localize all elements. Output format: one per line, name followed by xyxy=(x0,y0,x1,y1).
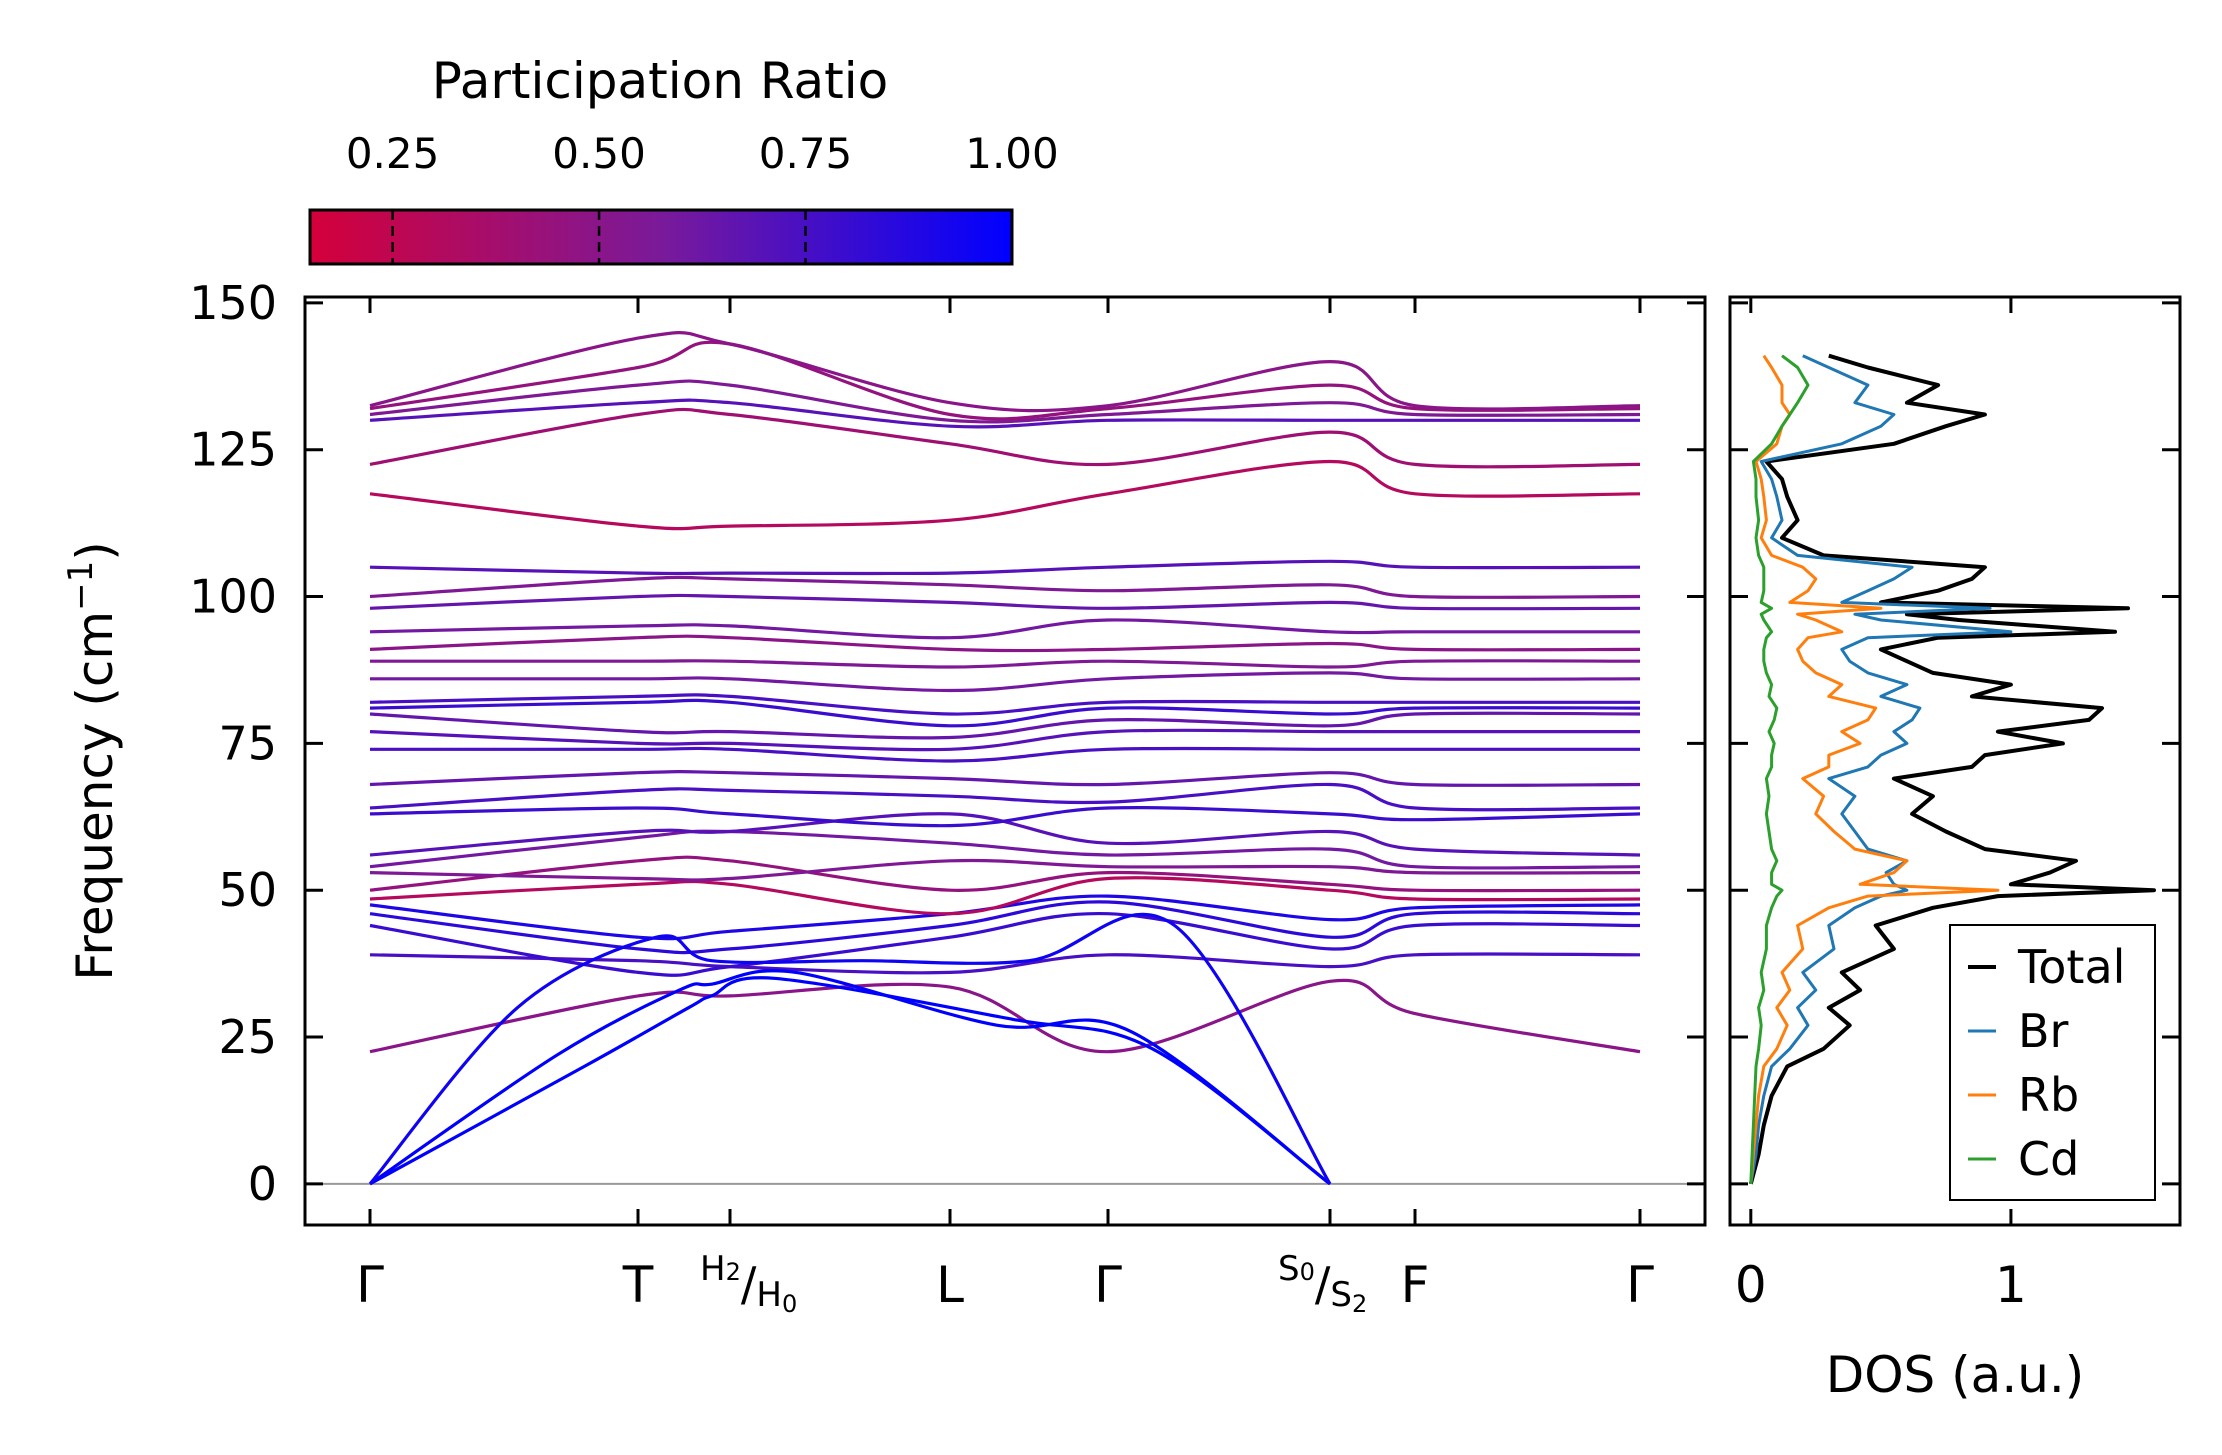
colorbar-gradient xyxy=(308,208,1014,266)
phonon-band xyxy=(369,746,1640,763)
frequency-tick-label: 100 xyxy=(189,570,277,624)
phonon-band xyxy=(369,459,1641,531)
dos-curve-br xyxy=(1749,354,2013,1185)
phonon-band xyxy=(369,379,1641,424)
acoustic-branch xyxy=(368,912,1332,1185)
phonon-band xyxy=(369,559,1641,576)
colorbar-tick-label: 0.50 xyxy=(552,129,646,178)
legend-label: Br xyxy=(2018,1004,2069,1058)
split-qpoint-label: H2/H0 xyxy=(700,1249,797,1318)
frequency-tick-label: 75 xyxy=(218,716,277,770)
dos-curve-total xyxy=(1748,353,2156,1185)
acoustic-branch xyxy=(369,969,1331,1186)
phonon-band xyxy=(369,855,1641,893)
frequency-axis-label: Frequency (cm−1) xyxy=(61,541,124,981)
frequency-ticks: 0 25 50 75 100 125 150 xyxy=(189,276,1705,1211)
phonon-band xyxy=(369,618,1640,640)
acoustic-branch xyxy=(369,976,1331,1186)
phonon-band xyxy=(369,911,1641,977)
phonon-band xyxy=(369,407,1641,469)
band-axes-frame xyxy=(303,295,1707,1227)
legend-label: Cd xyxy=(2018,1132,2079,1186)
colorbar-tick-label: 0.25 xyxy=(346,129,440,178)
phonon-band xyxy=(369,876,1641,916)
dos-legend: Total Br Rb Cd xyxy=(1949,924,2156,1201)
phonon-band xyxy=(370,659,1641,669)
legend-label: Rb xyxy=(2018,1068,2079,1122)
colorbar-ticks xyxy=(391,210,807,264)
frequency-tick-label: 150 xyxy=(189,276,277,330)
phonon-band xyxy=(369,952,1641,975)
colorbar: Participation Ratio 0.25 0.50 0.75 1.00 xyxy=(308,52,1059,266)
phonon-band xyxy=(369,978,1641,1054)
phonon-band xyxy=(369,340,1641,421)
qpoint-ticks: Γ T L Γ F Γ H2/H0 S0/S2 xyxy=(356,297,1654,1318)
phonon-band xyxy=(369,693,1640,716)
qpoint-label: Γ xyxy=(1094,1256,1122,1314)
band-structure-panel: 0 25 50 75 100 125 150 Γ T L Γ F Γ H2/H0 S0/S2 Freque… xyxy=(61,276,1707,1318)
phonon-bands xyxy=(368,331,1641,1186)
dos-curve-rb xyxy=(1749,354,2000,1185)
dos-axis-label: DOS (a.u.) xyxy=(1826,1346,2085,1404)
phonon-band xyxy=(369,575,1641,599)
phonon-band xyxy=(369,711,1641,740)
colorbar-tick-labels: 0.25 0.50 0.75 1.00 xyxy=(346,129,1059,178)
phonon-band xyxy=(369,634,1641,653)
phonon-band xyxy=(369,812,1641,857)
qpoint-label: Γ xyxy=(1626,1256,1654,1314)
phonon-band xyxy=(369,770,1641,787)
phonon-band xyxy=(369,698,1641,728)
phonon-band xyxy=(369,331,1641,413)
phonon-band xyxy=(369,900,1641,955)
legend-label: Total xyxy=(2017,940,2125,994)
phonon-band xyxy=(369,829,1641,870)
phonon-band xyxy=(369,593,1641,611)
qpoint-label: T xyxy=(622,1256,654,1314)
dos-x-tick-label: 0 xyxy=(1735,1256,1767,1314)
frequency-tick-label: 0 xyxy=(248,1157,277,1211)
legend-box xyxy=(1949,924,2156,1201)
dos-x-tick-label: 1 xyxy=(1995,1256,2027,1314)
phonon-band xyxy=(369,782,1641,812)
qpoint-label: Γ xyxy=(356,1256,384,1314)
qpoint-label: L xyxy=(936,1256,964,1314)
phonon-band xyxy=(369,805,1641,828)
dos-curves xyxy=(1748,353,2156,1185)
phonon-band xyxy=(369,894,1641,941)
colorbar-title: Participation Ratio xyxy=(432,52,888,110)
phonon-band xyxy=(369,398,1640,429)
frequency-tick-label: 125 xyxy=(189,423,277,477)
phonon-band xyxy=(369,858,1641,882)
split-qpoint-label: S0/S2 xyxy=(1278,1249,1367,1318)
dos-curve-cd xyxy=(1749,354,1810,1184)
colorbar-tick-label: 1.00 xyxy=(965,129,1059,178)
frequency-tick-label: 25 xyxy=(218,1010,277,1064)
colorbar-tick-label: 0.75 xyxy=(759,129,853,178)
dos-axes-frame xyxy=(1728,295,2182,1227)
qpoint-label: F xyxy=(1401,1256,1430,1314)
phonon-band xyxy=(370,671,1641,693)
frequency-tick-label: 50 xyxy=(218,863,277,917)
phonon-band xyxy=(369,728,1640,752)
